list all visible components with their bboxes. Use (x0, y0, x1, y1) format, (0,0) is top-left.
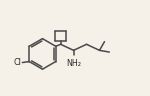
Text: NH₂: NH₂ (66, 59, 81, 68)
Text: Cl: Cl (14, 58, 21, 67)
